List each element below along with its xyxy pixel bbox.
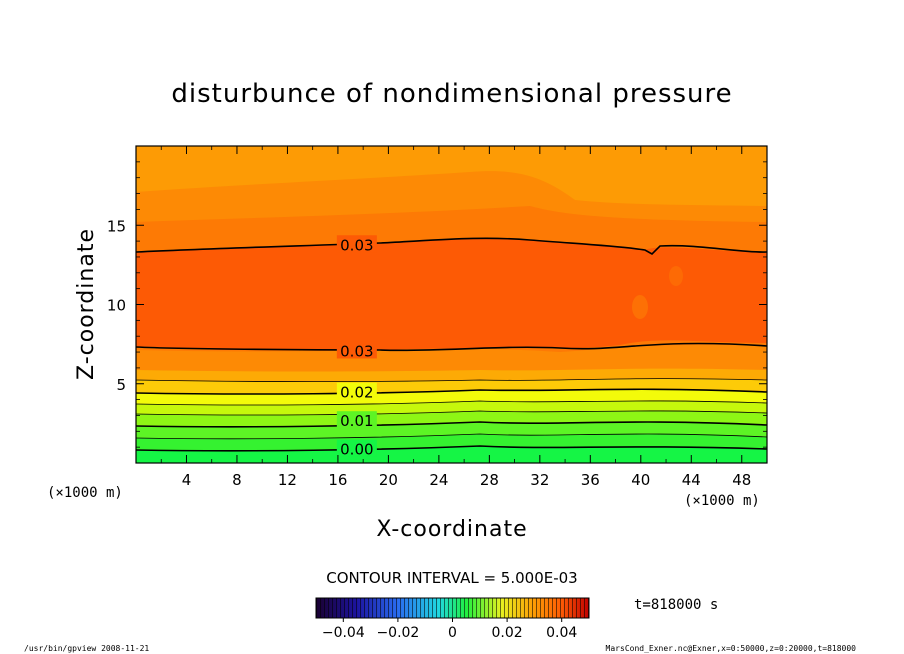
x-tick-label: 48 [732, 471, 751, 489]
contour-label: 0.01 [340, 412, 373, 430]
y-tick-label: 15 [107, 217, 126, 235]
colorbar-tick-label: −0.04 [322, 625, 365, 641]
band-red-core [136, 238, 767, 351]
x-tick-label: 32 [530, 471, 549, 489]
colorbar-lines [316, 598, 589, 618]
band-green-3 [136, 446, 767, 463]
contour-line-major [136, 388, 767, 395]
x-tick-label: 36 [581, 471, 600, 489]
plot-area [136, 146, 767, 463]
contour-line-major [136, 342, 767, 352]
colorbar-tick-label: 0 [448, 625, 457, 641]
contour-label-bg [336, 411, 377, 429]
x-tick-label: 40 [631, 471, 650, 489]
colorbar-tick-label: 0.02 [492, 625, 523, 641]
colorbar-tick-label: −0.02 [376, 625, 419, 641]
contour-line-major [136, 421, 767, 428]
contour-labels: 0.03 0.03 0.02 0.01 0.00 [336, 235, 377, 459]
contour-label-bg [336, 235, 377, 253]
contour-line [136, 433, 767, 440]
contour-label-bg [336, 439, 377, 457]
contour-label: 0.00 [340, 441, 373, 459]
chart-title: disturbunce of nondimensional pressure [171, 79, 732, 109]
contour-line [136, 410, 767, 416]
x-tick-label: 12 [278, 471, 297, 489]
footer-left: /usr/bin/gpview 2008-11-21 [24, 644, 149, 653]
footer-right: MarsCond_Exner.nc@Exner,x=0:50000,z=0:20… [606, 644, 857, 653]
y-axis-title: Z-coordinate [74, 228, 99, 380]
contour-label-bg [336, 341, 377, 359]
x-tick-label: 44 [682, 471, 701, 489]
contour-label: 0.02 [340, 384, 373, 402]
x-unit-left: (×1000 m) [47, 485, 123, 501]
contour-line [136, 378, 767, 382]
contour-line-major [136, 237, 767, 255]
x-tick-label: 24 [429, 471, 448, 489]
contour-label: 0.03 [340, 342, 373, 360]
colorbar-ticks: −0.04 −0.02 0 0.02 0.04 [322, 618, 577, 641]
x-axis-title: X-coordinate [376, 517, 527, 542]
y-axis: 5 10 15 [107, 161, 767, 448]
core-blob-1 [632, 295, 648, 319]
contour-label: 0.03 [340, 236, 373, 254]
x-tick-label: 8 [232, 471, 242, 489]
contour-line [136, 400, 767, 406]
contour-line-major [136, 445, 767, 452]
x-axis: 4 8 12 16 20 24 28 32 36 40 44 48 [160, 146, 751, 489]
x-tick-label: 16 [328, 471, 347, 489]
y-tick-label: 5 [116, 376, 126, 394]
x-unit-right: (×1000 m) [684, 493, 760, 509]
x-tick-label: 28 [480, 471, 499, 489]
x-tick-label: 4 [182, 471, 192, 489]
contour-label-bg [336, 382, 377, 400]
colorbar-tick-label: 0.04 [546, 625, 577, 641]
core-blob-2 [669, 266, 683, 286]
y-tick-label: 10 [107, 297, 126, 315]
x-tick-label: 20 [379, 471, 398, 489]
time-label: t=818000 s [634, 597, 718, 613]
contour-interval: CONTOUR INTERVAL = 5.000E-03 [326, 569, 577, 587]
